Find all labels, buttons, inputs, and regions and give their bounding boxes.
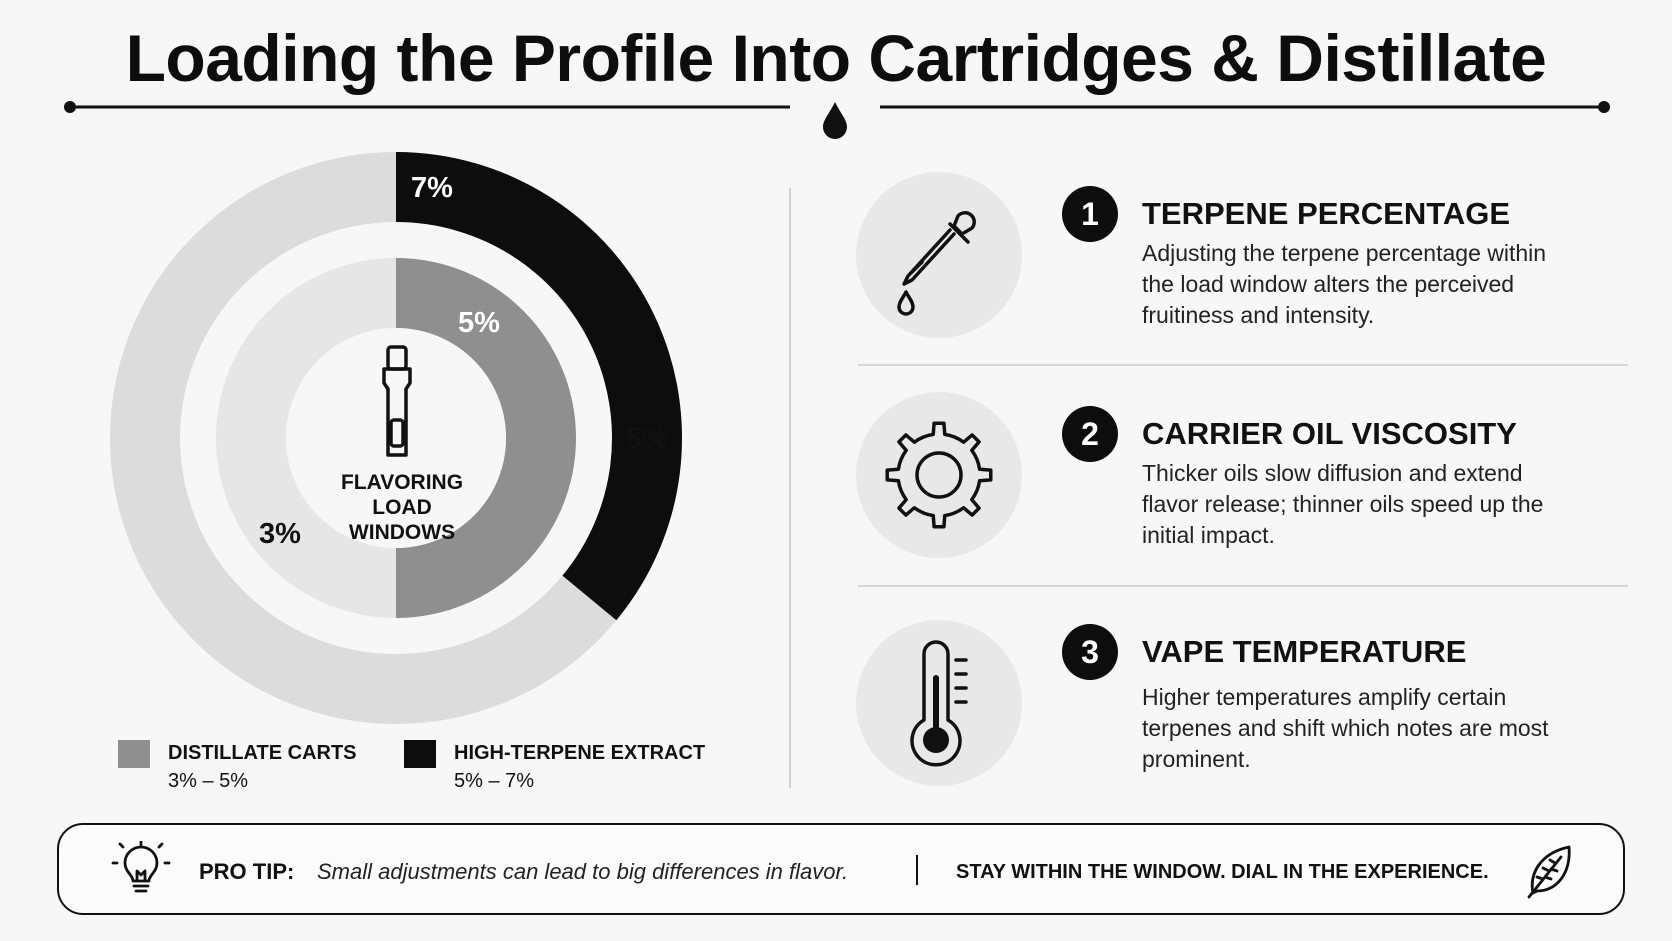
legend-range-high-terpene: 5% – 7%: [454, 770, 535, 792]
factor-terpene-percentage: 1 TERPENE PERCENTAGE Adjusting the terpe…: [856, 172, 1636, 342]
donut-center-label: FLAVORING LOAD WINDOWS: [340, 471, 464, 544]
factor-title: TERPENE PERCENTAGE: [1142, 196, 1511, 231]
legend-range-distillate: 3% – 5%: [168, 770, 249, 792]
dropper-icon: [897, 211, 976, 316]
factor-title: VAPE TEMPERATURE: [1142, 634, 1467, 669]
tip-separator: [916, 855, 918, 885]
legend-swatch-distillate: [118, 740, 150, 768]
row-separator: [858, 585, 1628, 587]
step-number-badge: 2: [1062, 406, 1118, 462]
load-window-donut-chart: [110, 152, 682, 724]
legend-name-distillate: DISTILLATE CARTS: [168, 742, 357, 764]
pro-tip-text: Small adjustments can lead to big differ…: [317, 859, 849, 884]
factor-icon-circle: [856, 392, 1022, 558]
lightbulb-icon: [111, 841, 171, 893]
distillate-high-label: 5%: [458, 307, 500, 339]
gear-outline: [885, 421, 993, 529]
slogan-text: STAY WITHIN THE WINDOW. DIAL IN THE EXPE…: [956, 861, 1489, 883]
legend-swatch-high-terpene: [404, 740, 436, 768]
pro-tip-label: PRO TIP:: [199, 859, 295, 884]
page-title: Loading the Profile Into Cartridges & Di…: [125, 21, 1547, 95]
factor-title: CARRIER OIL VISCOSITY: [1142, 416, 1517, 451]
pro-tip-bar: PRO TIP: Small adjustments can lead to b…: [57, 823, 1625, 915]
thermometer-icon: [910, 640, 968, 767]
factor-carrier-oil-viscosity: 2 CARRIER OIL VISCOSITY Thicker oils slo…: [856, 392, 1636, 562]
factor-icon-circle: [856, 620, 1022, 786]
column-divider: [789, 188, 791, 788]
leaf-icon: [1527, 845, 1571, 899]
factor-vape-temperature: 3 VAPE TEMPERATURE Higher temperatures a…: [856, 620, 1636, 790]
factor-icon-circle: [856, 172, 1022, 338]
gear-icon: [885, 421, 993, 529]
factor-description: Thicker oils slow diffusion and extend f…: [1142, 460, 1544, 548]
step-number-badge: 3: [1062, 624, 1118, 680]
high-terpene-high-label: 7%: [411, 172, 453, 204]
ring-segment-1: [396, 258, 576, 618]
row-separator: [858, 364, 1628, 366]
distillate-low-label: 3%: [259, 518, 301, 550]
droplet-icon: [823, 102, 847, 139]
factor-description: Higher temperatures amplify certain terp…: [1142, 684, 1549, 772]
step-number-badge: 1: [1062, 186, 1118, 242]
title-divider: [64, 101, 1610, 139]
high-terpene-low-label: 5%: [626, 423, 668, 455]
legend-name-high-terpene: HIGH-TERPENE EXTRACT: [454, 742, 706, 764]
factor-description: Adjusting the terpene percentage within …: [1142, 240, 1547, 328]
cartridge-icon: [382, 345, 412, 457]
ring-segment-0: [396, 152, 682, 621]
